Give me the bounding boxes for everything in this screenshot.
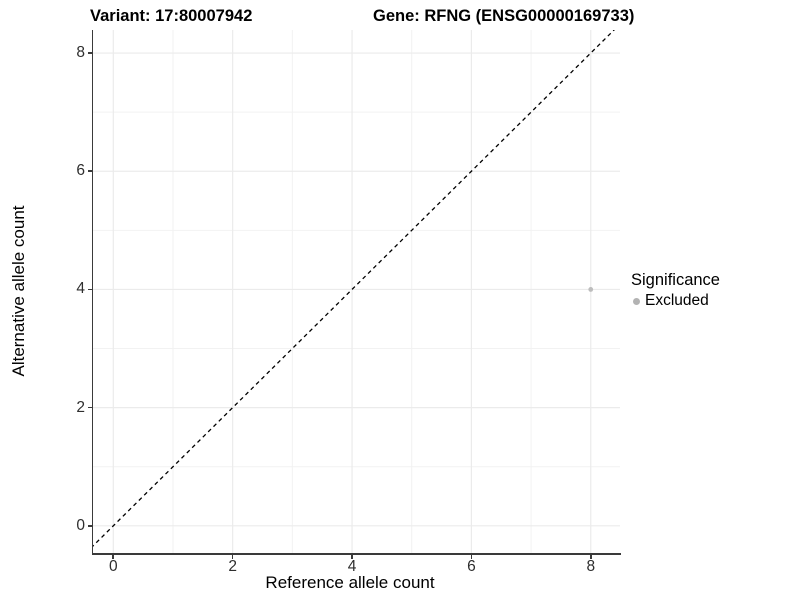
legend-title: Significance [631,271,720,289]
y-tick-label: 0 [76,516,85,534]
legend-item-label: Excluded [645,292,709,309]
legend: Significance Excluded [631,271,720,310]
x-tick-label: 2 [228,558,237,575]
y-axis-tick [87,170,92,173]
legend-item-excluded: Excluded [631,292,720,310]
y-axis-tick [87,406,92,409]
y-axis-tick [87,288,92,291]
x-tick-label: 4 [347,558,357,575]
x-tick-label: 0 [108,558,118,575]
x-axis-tick [231,554,234,559]
x-axis-tick [112,554,115,559]
legend-key-dot-icon [633,297,640,305]
title-variant: Variant: 17:80007942 [90,7,253,25]
x-tick-label: 6 [467,558,476,575]
y-tick-label: 4 [76,280,85,298]
x-axis-title: Reference allele count [265,573,435,592]
y-axis-tick [87,525,92,527]
chart-svg [93,30,620,553]
y-axis-tick [87,52,92,54]
x-axis-tick [589,554,592,559]
x-axis-tick [470,554,473,559]
data-point [588,287,594,292]
identity-line [93,30,615,547]
x-axis-line [91,553,621,555]
plot-panel [93,30,620,553]
y-axis-title: Alternative allele count [9,205,28,377]
y-tick-label: 2 [76,398,85,416]
y-tick-label: 8 [76,44,85,62]
y-axis-line [91,30,94,555]
x-axis-tick [351,554,353,559]
x-tick-label: 8 [586,558,596,575]
title-gene: Gene: RFNG (ENSG00000169733) [373,7,635,25]
y-tick-label: 6 [76,162,85,180]
